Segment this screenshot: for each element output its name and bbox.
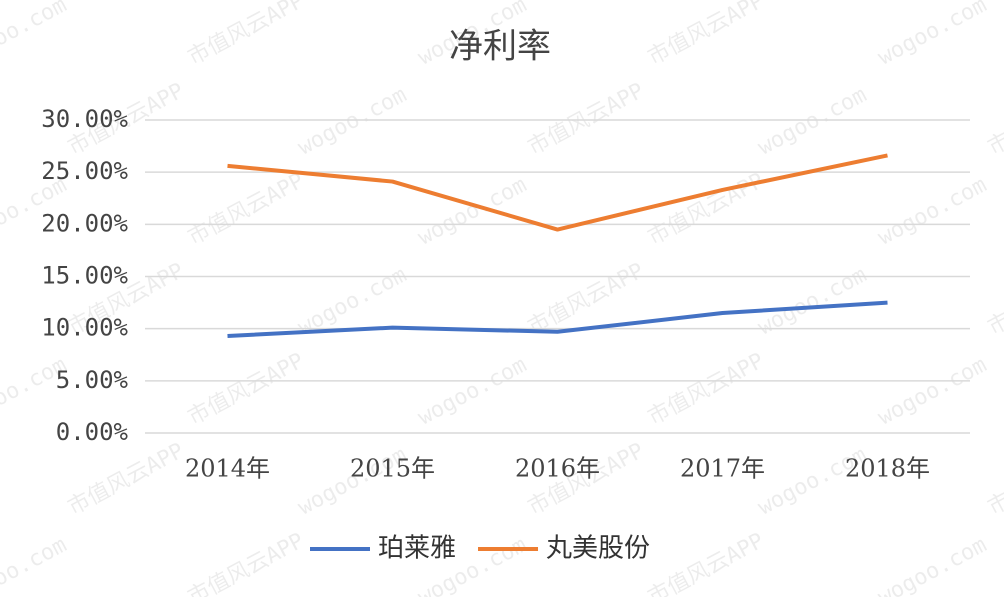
legend-label: 珀莱雅 <box>378 534 456 564</box>
y-tick-label: 20.00% <box>41 209 128 237</box>
x-tick-label: 2018年 <box>845 455 930 483</box>
series-line <box>227 300 888 338</box>
y-tick-label: 15.00% <box>41 262 128 290</box>
y-tick-label: 30.00% <box>41 105 128 133</box>
x-tick-label: 2016年 <box>515 455 600 483</box>
y-tick-label: 0.00% <box>56 418 129 446</box>
y-tick-label: 5.00% <box>56 366 129 394</box>
legend-label: 丸美股份 <box>546 534 650 564</box>
x-tick-label: 2014年 <box>185 455 270 483</box>
y-tick-label: 10.00% <box>41 314 128 342</box>
y-tick-label: 25.00% <box>41 157 128 185</box>
x-tick-label: 2015年 <box>350 455 435 483</box>
series-line <box>227 153 888 232</box>
chart-title: 净利率 <box>449 27 551 67</box>
x-tick-label: 2017年 <box>680 455 765 483</box>
